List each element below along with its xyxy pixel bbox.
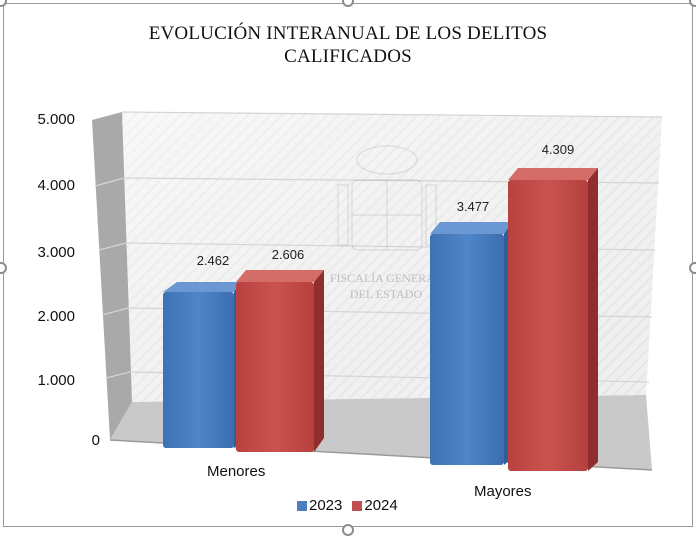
bar-mayores-2024 [508, 168, 598, 471]
chart-title-line-2: CALIFICADOS [284, 46, 412, 67]
legend-item-2024: 2024 [352, 497, 398, 514]
y-tick-4000: 4.000 [37, 177, 75, 194]
watermark-emblem [337, 145, 437, 251]
x-category-mayores: Mayores [474, 483, 532, 500]
legend-swatch-2024 [352, 500, 363, 511]
x-category-menores: Menores [207, 463, 266, 480]
resize-handle-top-left[interactable] [0, 0, 7, 7]
chart-title: EVOLUCIÓN INTERANUAL DE LOS DELITOS CALI… [0, 22, 696, 68]
legend-item-2023: 2023 [297, 497, 342, 514]
resize-handle-top-right[interactable] [689, 0, 696, 7]
resize-handle-middle-right[interactable] [689, 262, 696, 274]
bar-menores-2023 [163, 282, 240, 448]
side-wall [92, 112, 132, 440]
data-label-menores-2024: 2.606 [271, 247, 305, 262]
data-label-menores-2023: 2.462 [196, 253, 230, 268]
legend-swatch-2023 [297, 500, 307, 511]
y-tick-3000: 3.000 [37, 244, 75, 261]
data-label-mayores-2024: 4.309 [541, 142, 575, 157]
y-tick-1000: 1.000 [37, 372, 75, 389]
resize-handle-middle-left[interactable] [0, 262, 7, 274]
y-tick-0: 0 [91, 432, 100, 449]
resize-handle-top-center[interactable] [342, 0, 354, 7]
y-tick-5000: 5.000 [37, 111, 75, 128]
legend-label-2024: 2024 [364, 497, 398, 514]
legend-label-2023: 2023 [309, 497, 343, 514]
watermark-text-1: FISCALÍA GENERAL [330, 271, 442, 285]
data-label-mayores-2023: 3.477 [456, 199, 490, 214]
y-tick-2000: 2.000 [37, 308, 75, 325]
bar-menores-2024 [236, 270, 324, 452]
legend: 2023 2024 [297, 497, 404, 514]
chart-title-line-1: EVOLUCIÓN INTERANUAL DE LOS DELITOS [148, 23, 548, 44]
bar-mayores-2023 [430, 222, 512, 465]
watermark-text-2: DEL ESTADO [350, 287, 423, 301]
